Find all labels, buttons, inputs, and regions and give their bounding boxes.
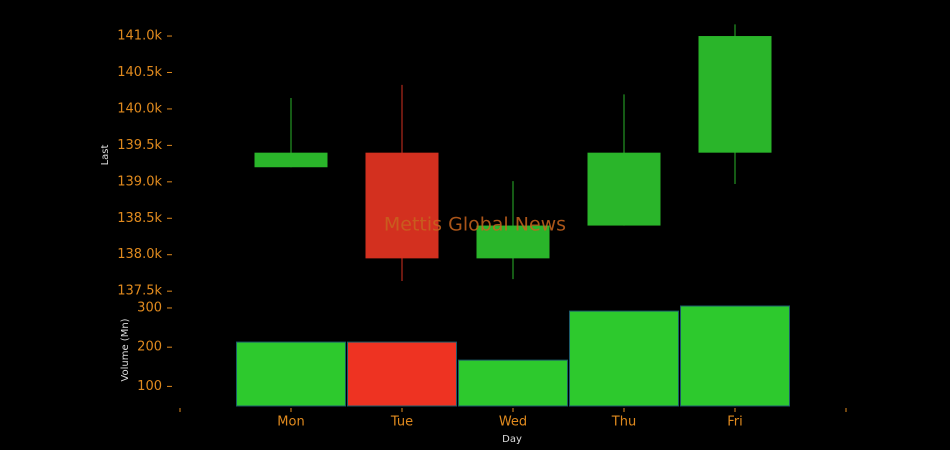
candle-body — [698, 36, 772, 153]
y-tick-label: 300 — [137, 300, 162, 315]
x-axis-label: Day — [502, 434, 522, 445]
x-tick-label: Tue — [390, 415, 413, 430]
candle-body — [254, 152, 328, 168]
y-tick-label: 140.0k — [117, 101, 162, 116]
y-tick-label: 138.5k — [117, 211, 162, 226]
bar — [458, 359, 568, 407]
bar — [236, 341, 346, 407]
x-tick-label: Wed — [499, 415, 527, 430]
y-tick-label: 140.5k — [117, 65, 162, 80]
y-axis-label: Volume (Mn) — [120, 318, 131, 381]
y-tick-label: 137.5k — [117, 284, 162, 299]
bar — [569, 310, 679, 407]
x-tick-label: Fri — [727, 415, 743, 430]
bar — [347, 341, 457, 407]
y-axis-label: Last — [100, 145, 111, 166]
candle-body — [587, 152, 661, 226]
y-tick-label: 139.5k — [117, 138, 162, 153]
bar — [680, 305, 790, 407]
x-tick-label: Mon — [277, 415, 304, 430]
y-tick-label: 141.0k — [117, 29, 162, 44]
y-tick-label: 138.0k — [117, 247, 162, 262]
y-tick-label: 139.0k — [117, 174, 162, 189]
watermark: Mettis Global News — [384, 214, 566, 236]
candle-body — [365, 152, 439, 259]
y-tick-label: 200 — [137, 340, 162, 355]
candle-body — [476, 225, 550, 259]
x-tick-label: Thu — [611, 415, 636, 430]
y-tick-label: 100 — [137, 379, 162, 394]
